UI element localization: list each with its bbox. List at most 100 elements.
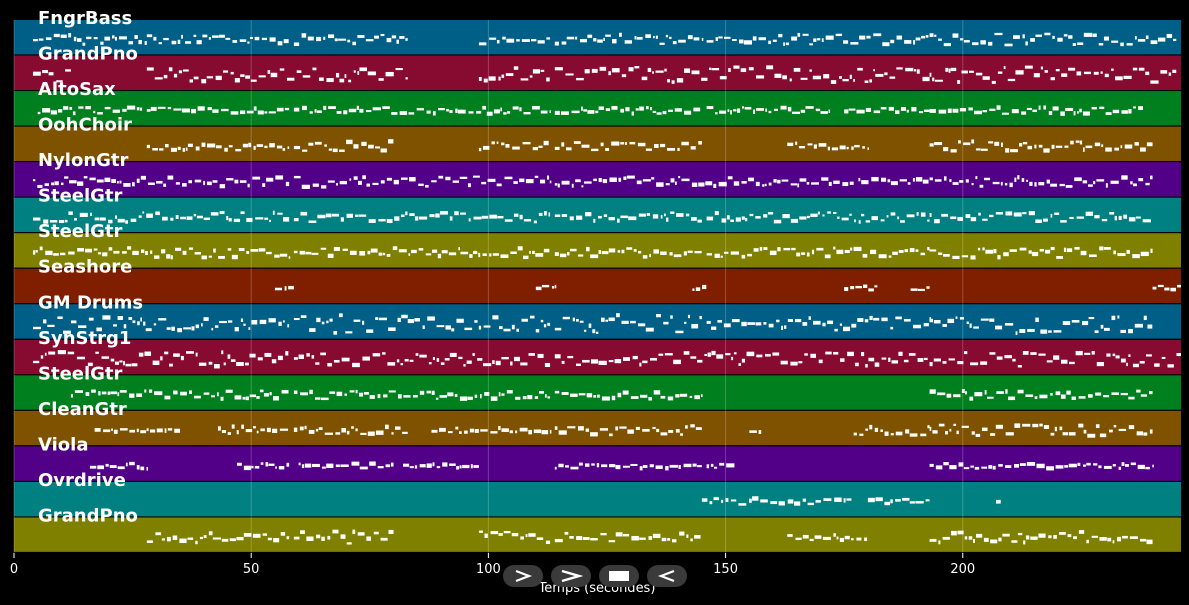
note-mark (718, 181, 727, 187)
note-mark (338, 313, 343, 318)
note-mark (923, 323, 929, 327)
note-mark (539, 391, 545, 394)
note-mark (260, 462, 264, 465)
note-mark (680, 433, 683, 436)
note-mark (1087, 184, 1093, 187)
note-mark (119, 180, 122, 184)
note-mark (293, 250, 298, 254)
note-mark (250, 79, 257, 82)
forward-button[interactable] (551, 565, 591, 587)
note-mark (1050, 432, 1055, 436)
note-mark (611, 38, 617, 44)
note-mark (442, 462, 448, 467)
note-mark (540, 110, 548, 114)
note-mark (366, 183, 371, 187)
note-mark (1089, 254, 1097, 257)
note-mark (625, 141, 627, 145)
note-mark (128, 41, 134, 45)
note-mark (136, 393, 143, 397)
note-mark (651, 177, 655, 180)
note-mark (913, 40, 916, 45)
note-mark (408, 253, 411, 256)
note-mark (262, 183, 266, 187)
x-tick-label: 100 (476, 562, 501, 577)
stop-button[interactable] (599, 565, 639, 587)
note-mark (136, 465, 140, 470)
note-mark (305, 251, 312, 255)
note-mark (1128, 354, 1131, 357)
note-mark (853, 432, 857, 436)
note-mark (992, 465, 996, 470)
note-mark (1170, 287, 1177, 292)
note-mark (1026, 461, 1036, 466)
note-mark (425, 184, 429, 188)
note-mark (351, 426, 354, 429)
note-mark (849, 181, 854, 185)
note-mark (146, 467, 149, 471)
note-mark (755, 216, 761, 219)
note-mark (744, 106, 752, 110)
note-mark (985, 249, 994, 254)
note-mark (842, 182, 849, 187)
play-button[interactable] (503, 565, 543, 587)
note-mark (1082, 111, 1090, 116)
note-mark (239, 39, 247, 42)
note-mark (293, 318, 300, 321)
note-mark (164, 144, 169, 148)
track-label: GM Drums (38, 292, 143, 313)
note-mark (94, 428, 101, 432)
note-mark (841, 217, 849, 221)
note-mark (409, 213, 415, 217)
note-mark (456, 318, 464, 323)
note-mark (1048, 535, 1052, 539)
note-mark (907, 182, 911, 185)
note-mark (1004, 355, 1012, 359)
note-mark (1001, 142, 1003, 148)
note-mark (864, 537, 868, 541)
note-mark (554, 390, 560, 394)
note-mark (1055, 68, 1060, 72)
note-mark (409, 177, 416, 182)
note-mark (497, 215, 504, 219)
note-mark (832, 211, 837, 214)
note-mark (164, 351, 169, 355)
note-mark (910, 288, 918, 291)
note-mark (146, 144, 151, 149)
rewind-button[interactable] (647, 565, 687, 587)
note-mark (685, 213, 690, 217)
note-mark (196, 40, 202, 45)
note-mark (961, 70, 968, 74)
note-mark (500, 254, 509, 259)
note-mark (598, 250, 602, 254)
note-mark (827, 211, 831, 214)
note-mark (233, 218, 241, 223)
note-mark (768, 182, 772, 186)
note-mark (85, 248, 93, 253)
note-mark (1122, 535, 1128, 539)
note-mark (49, 219, 58, 223)
note-mark (340, 534, 346, 539)
note-mark (181, 34, 183, 39)
note-mark (929, 463, 934, 467)
note-mark (844, 535, 850, 540)
note-mark (336, 183, 338, 186)
note-mark (874, 362, 880, 367)
note-mark (519, 214, 523, 220)
note-mark (631, 535, 639, 541)
note-mark (888, 255, 892, 258)
note-mark (1061, 73, 1068, 77)
note-mark (1121, 110, 1128, 114)
note-mark (301, 33, 307, 38)
forward-icon (561, 569, 583, 583)
note-mark (777, 179, 781, 184)
note-mark (140, 175, 146, 180)
note-mark (70, 394, 73, 398)
note-mark (248, 142, 252, 148)
note-mark (941, 213, 949, 217)
note-mark (278, 321, 282, 326)
note-mark (890, 499, 893, 504)
note-mark (328, 106, 336, 110)
note-mark (984, 390, 987, 395)
note-mark (638, 250, 642, 254)
note-mark (240, 74, 245, 77)
